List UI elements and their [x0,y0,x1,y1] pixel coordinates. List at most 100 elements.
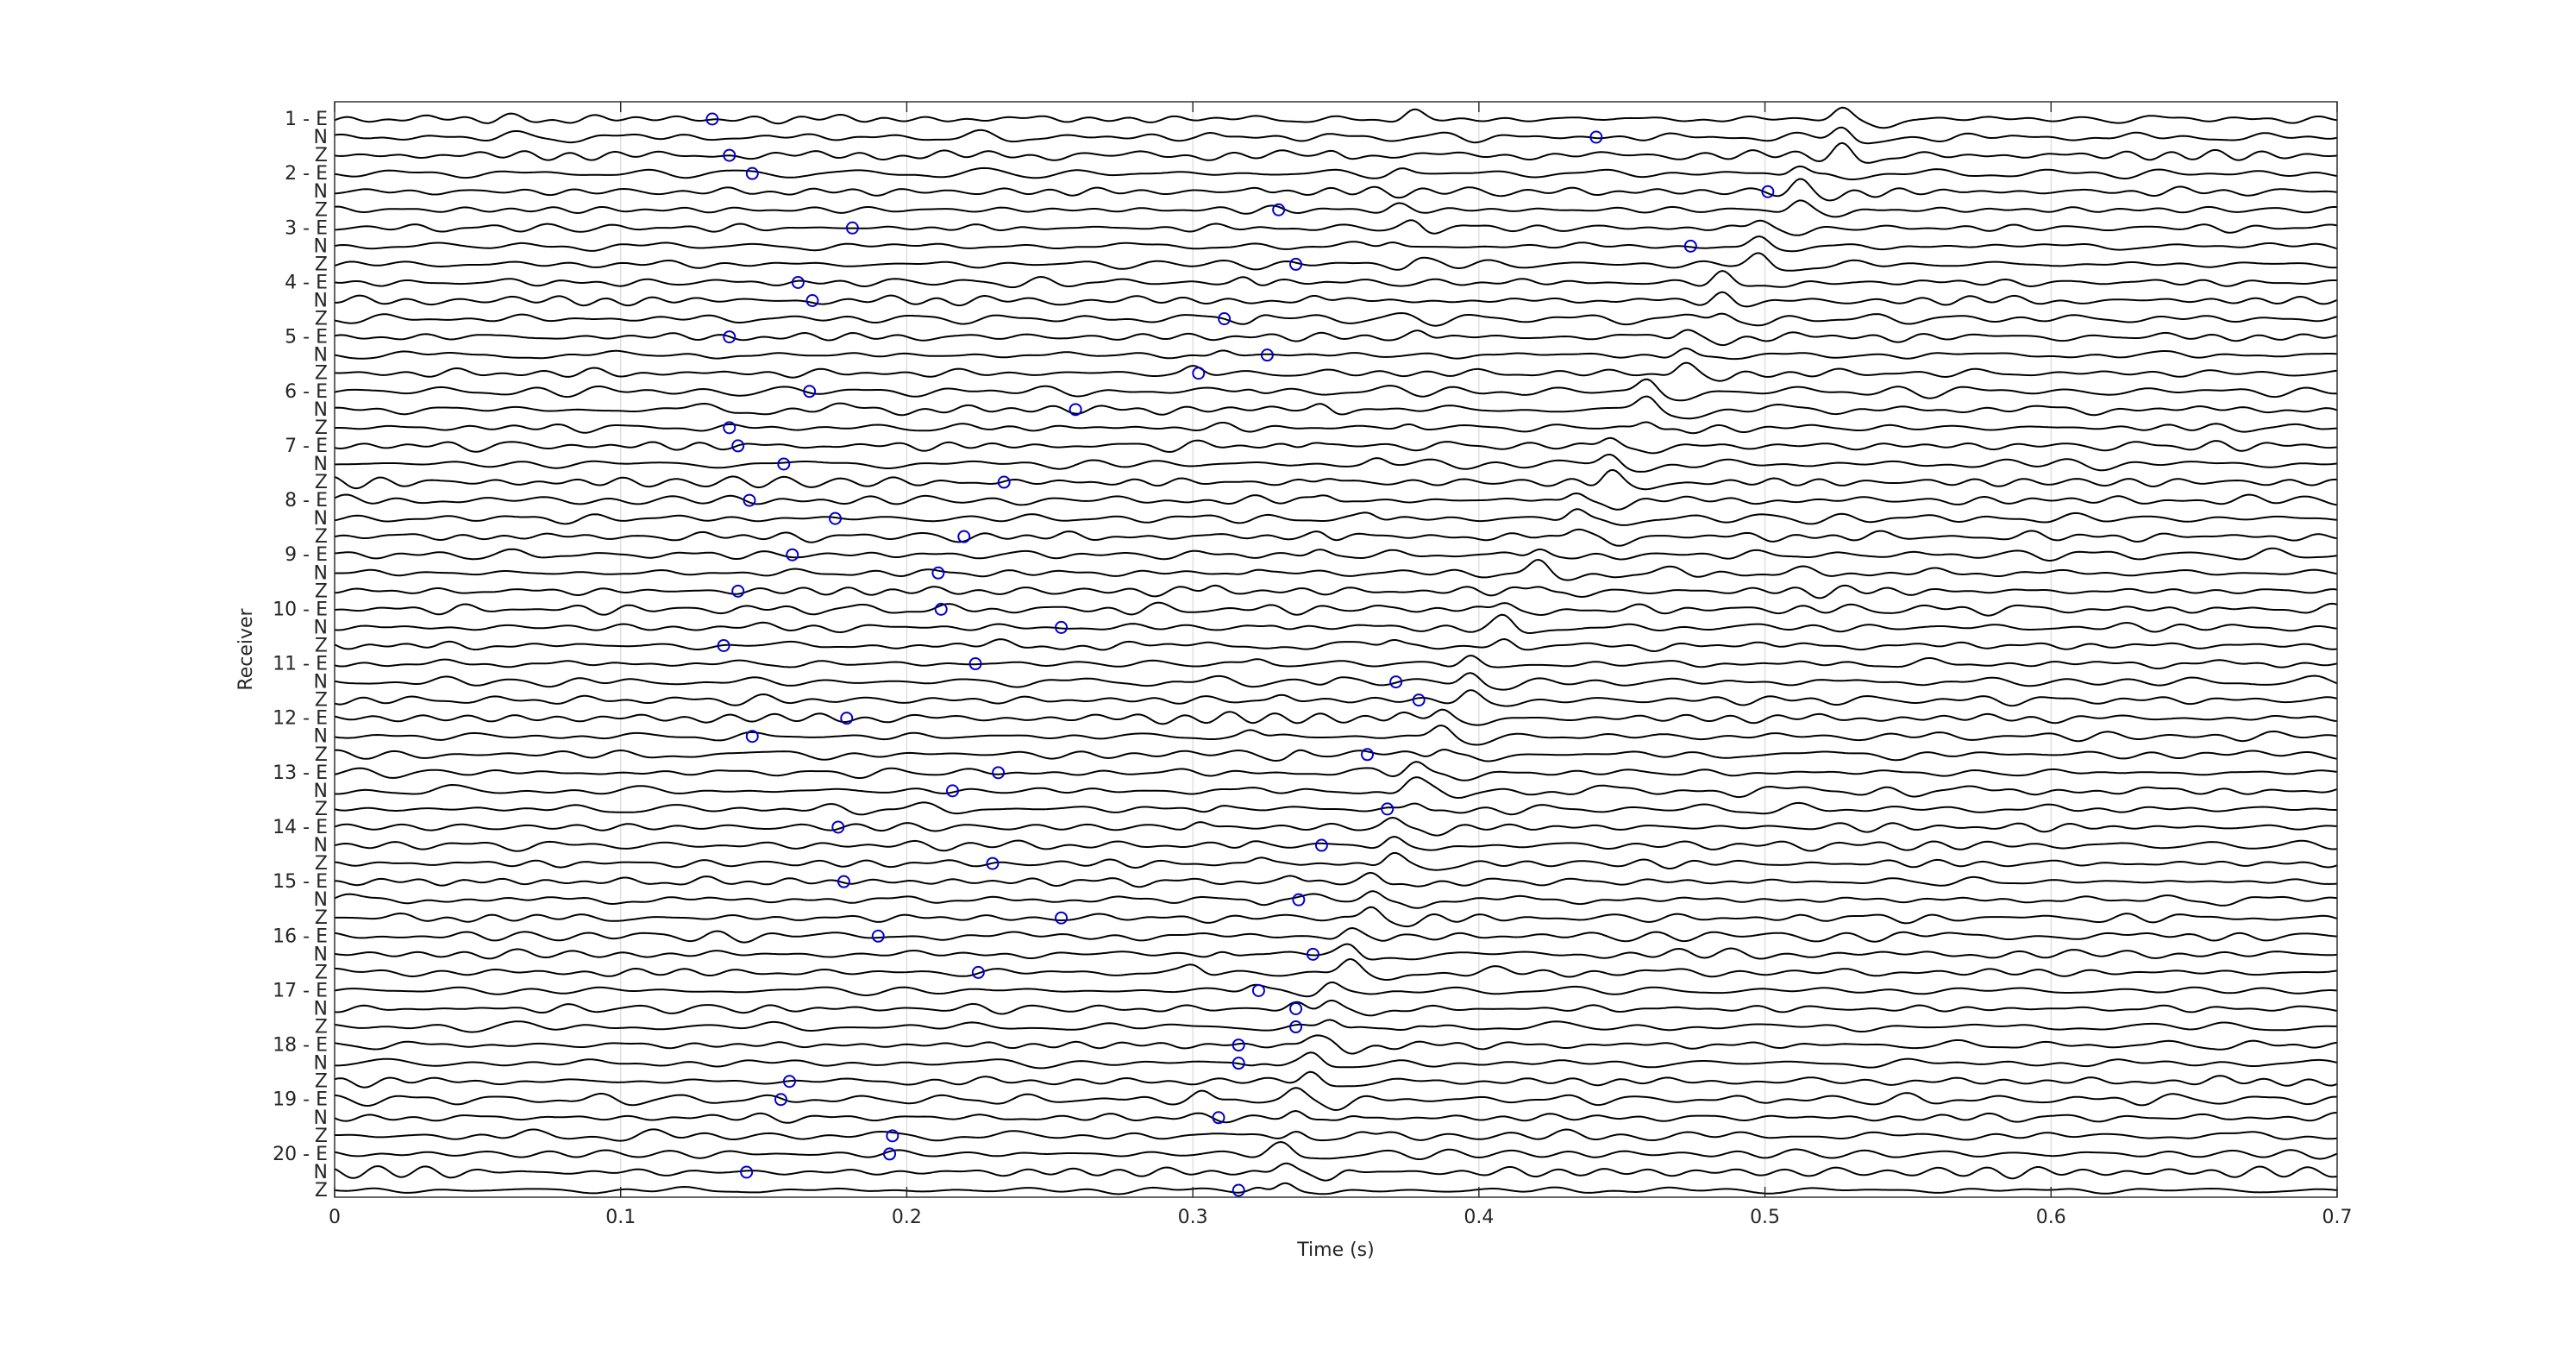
pick-marker [745,730,759,744]
pick-marker [831,820,845,834]
y-tick-label: Z [315,853,328,875]
y-tick-label: 2 - E [285,163,328,185]
y-tick-label: Z [315,472,328,493]
y-tick-label: N [314,291,328,312]
y-tick-label: 18 - E [273,1035,328,1057]
pick-marker [1314,838,1328,852]
y-tick-label: Z [315,580,328,602]
trace-line [334,1019,2337,1033]
trace-line [334,329,2338,347]
y-tick-label: 17 - E [273,980,328,1001]
trace-line [334,141,2338,164]
trace-line [334,1109,2337,1124]
pick-marker [1232,1057,1245,1070]
trace-line [334,801,2337,816]
y-tick-label: 12 - E [273,708,328,730]
trace-line [334,468,2338,491]
trace-line [334,748,2338,762]
y-tick-label: N [314,889,328,911]
pick-marker [986,856,1000,870]
trace-line [334,436,2338,455]
pick-marker [1289,1001,1303,1015]
y-tick-label: Z [315,635,328,656]
pick-marker [829,511,842,525]
pick-marker [1232,1183,1245,1197]
pick-marker [1212,1111,1225,1125]
pick-marker [1389,675,1403,689]
pick-marker [1683,239,1697,253]
trace-line [334,199,2338,218]
y-tick-label: N [314,454,328,475]
pick-marker [1589,130,1603,144]
y-tick-label: Z [315,1071,328,1093]
y-tick-label: Z [315,1126,328,1147]
trace-line [334,1140,2338,1161]
y-tick-label: 15 - E [273,871,328,893]
trace-line [334,689,2338,707]
y-axis-label: Receiver [235,607,257,690]
trace-line [334,836,2338,852]
pick-marker [845,221,859,235]
y-tick-label: Z [315,417,328,439]
pick-marker [705,112,719,126]
y-tick-label: 16 - E [273,925,328,947]
y-tick-label: Z [315,1180,328,1202]
x-tick-label: 0.1 [605,1207,636,1228]
pick-marker [871,929,885,943]
trace-line [334,1162,2338,1182]
y-tick-label: N [314,1107,328,1129]
trace-line [335,1051,2338,1070]
y-tick-label: Z [315,1017,328,1038]
trace-line [334,761,2338,781]
trace-line [334,252,2338,272]
trace-line [334,725,2338,746]
trace-line [334,361,2338,382]
y-tick-label: N [314,399,328,421]
pick-marker [740,1165,754,1179]
pick-marker [992,766,1006,780]
pick-marker [997,475,1011,489]
trace-line [334,613,2338,635]
y-tick-label: N [314,345,328,367]
pick-marker [883,1147,897,1161]
trace-line [334,269,2337,289]
tick-layer: 0 0.1 0.2 0.3 0.4 0.5 0.6 0.7 [329,102,2353,1228]
y-tick-label: 11 - E [273,654,328,675]
pick-marker [782,1075,796,1089]
x-tick-label: 0.3 [1178,1207,1208,1228]
trace-line [334,558,2338,581]
y-tick-label: N [314,998,328,1020]
trace-line [334,395,2338,420]
y-tick-label: 3 - E [285,217,328,239]
pick-marker [946,784,960,798]
pick-marker [837,875,850,888]
trace-line [335,1128,2338,1142]
pick-marker [1260,348,1274,362]
pick-marker [934,602,948,616]
pick-marker [743,493,756,507]
trace-line [334,926,2338,944]
trace-line [334,1000,2338,1017]
plot-frame [334,101,2338,1198]
y-tick-label: 5 - E [285,327,328,348]
y-tick-label: Z [315,907,328,929]
trace-line [334,816,2338,837]
y-tick-label: Z [315,363,328,385]
y-tick-label: Z [315,962,328,983]
pick-marker [777,457,791,471]
trace-line [334,165,2338,180]
trace-line [334,347,2338,361]
y-tick-label: N [314,617,328,638]
y-tick-label: Z [315,145,328,166]
y-tick-label: N [314,127,328,148]
trace-line [334,311,2338,327]
pick-marker [1251,983,1265,997]
pick-marker [931,566,945,580]
y-tick-label: Z [315,799,328,820]
pick-marker [1412,693,1426,707]
pick-marker [774,1093,787,1107]
y-tick-label: N [314,835,328,856]
trace-line [334,871,2338,888]
